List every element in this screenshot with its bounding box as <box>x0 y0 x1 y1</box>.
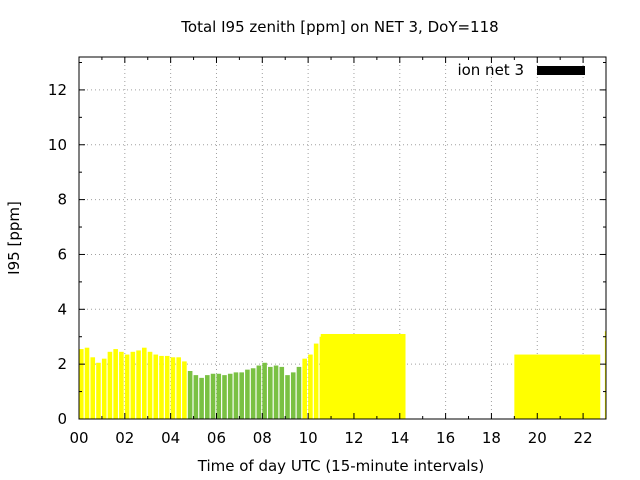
bar-block <box>514 354 601 419</box>
legend-label: ion net 3 <box>457 61 524 79</box>
x-tick-label: 10 <box>299 429 318 447</box>
bar-block <box>320 333 406 419</box>
grid <box>79 57 606 419</box>
bar <box>210 373 216 419</box>
legend: ion net 3 <box>457 61 585 79</box>
y-tick-label: 0 <box>57 410 67 428</box>
bar <box>147 351 153 419</box>
legend-swatch <box>537 66 585 75</box>
bar <box>227 373 233 419</box>
bar <box>84 347 90 419</box>
bar <box>313 343 319 419</box>
bar <box>101 358 107 419</box>
bar <box>199 377 204 419</box>
bar <box>113 349 118 419</box>
bar <box>90 357 96 419</box>
bar <box>296 366 302 419</box>
bar <box>245 369 250 419</box>
y-tick-label: 4 <box>57 300 67 318</box>
bar <box>107 351 113 419</box>
x-tick-label: 16 <box>436 429 455 447</box>
bar <box>302 358 307 419</box>
bar <box>130 351 136 419</box>
bar <box>256 365 262 419</box>
x-tick-label: 00 <box>69 429 88 447</box>
y-tick-label: 10 <box>48 136 67 154</box>
y-tick-label: 2 <box>57 355 67 373</box>
x-tick-label: 02 <box>115 429 134 447</box>
x-tick-label: 20 <box>528 429 547 447</box>
x-tick-label: 18 <box>482 429 501 447</box>
bar <box>205 375 210 419</box>
bar <box>170 357 176 419</box>
bar <box>268 366 273 419</box>
bar <box>136 350 141 419</box>
chart-title: Total I95 zenith [ppm] on NET 3, DoY=118 <box>180 18 498 36</box>
bar <box>119 351 124 419</box>
bar <box>176 357 181 419</box>
bar <box>79 349 84 419</box>
bar <box>159 355 164 419</box>
y-axis-label: I95 [ppm] <box>5 201 23 275</box>
y-tick-label: 6 <box>57 245 67 263</box>
bar <box>290 372 296 419</box>
bar <box>250 368 256 419</box>
bar-series <box>79 331 606 419</box>
bar <box>164 355 170 419</box>
plot-border <box>78 56 607 420</box>
bar <box>124 354 130 419</box>
bar <box>182 361 187 419</box>
x-axis-label: Time of day UTC (15-minute intervals) <box>197 457 484 475</box>
x-tick-label: 06 <box>207 429 226 447</box>
bar <box>273 365 279 419</box>
x-tick-label: 08 <box>253 429 272 447</box>
bar <box>239 372 244 419</box>
x-tick-label: 12 <box>344 429 363 447</box>
bar <box>142 347 147 419</box>
bar <box>193 375 199 419</box>
bar <box>262 362 267 419</box>
bar <box>153 354 159 419</box>
bar <box>233 372 239 419</box>
y-tick-label: 8 <box>57 191 67 209</box>
bar <box>285 375 290 419</box>
bar <box>96 362 101 419</box>
x-tick-label: 22 <box>574 429 593 447</box>
bar <box>279 366 285 419</box>
x-tick-label: 04 <box>161 429 180 447</box>
x-tick-label: 14 <box>390 429 409 447</box>
y-tick-label: 12 <box>48 81 67 99</box>
bar <box>216 373 222 419</box>
bar <box>187 371 193 419</box>
bar <box>308 354 313 419</box>
bar <box>222 375 227 419</box>
bar-block <box>604 331 606 419</box>
